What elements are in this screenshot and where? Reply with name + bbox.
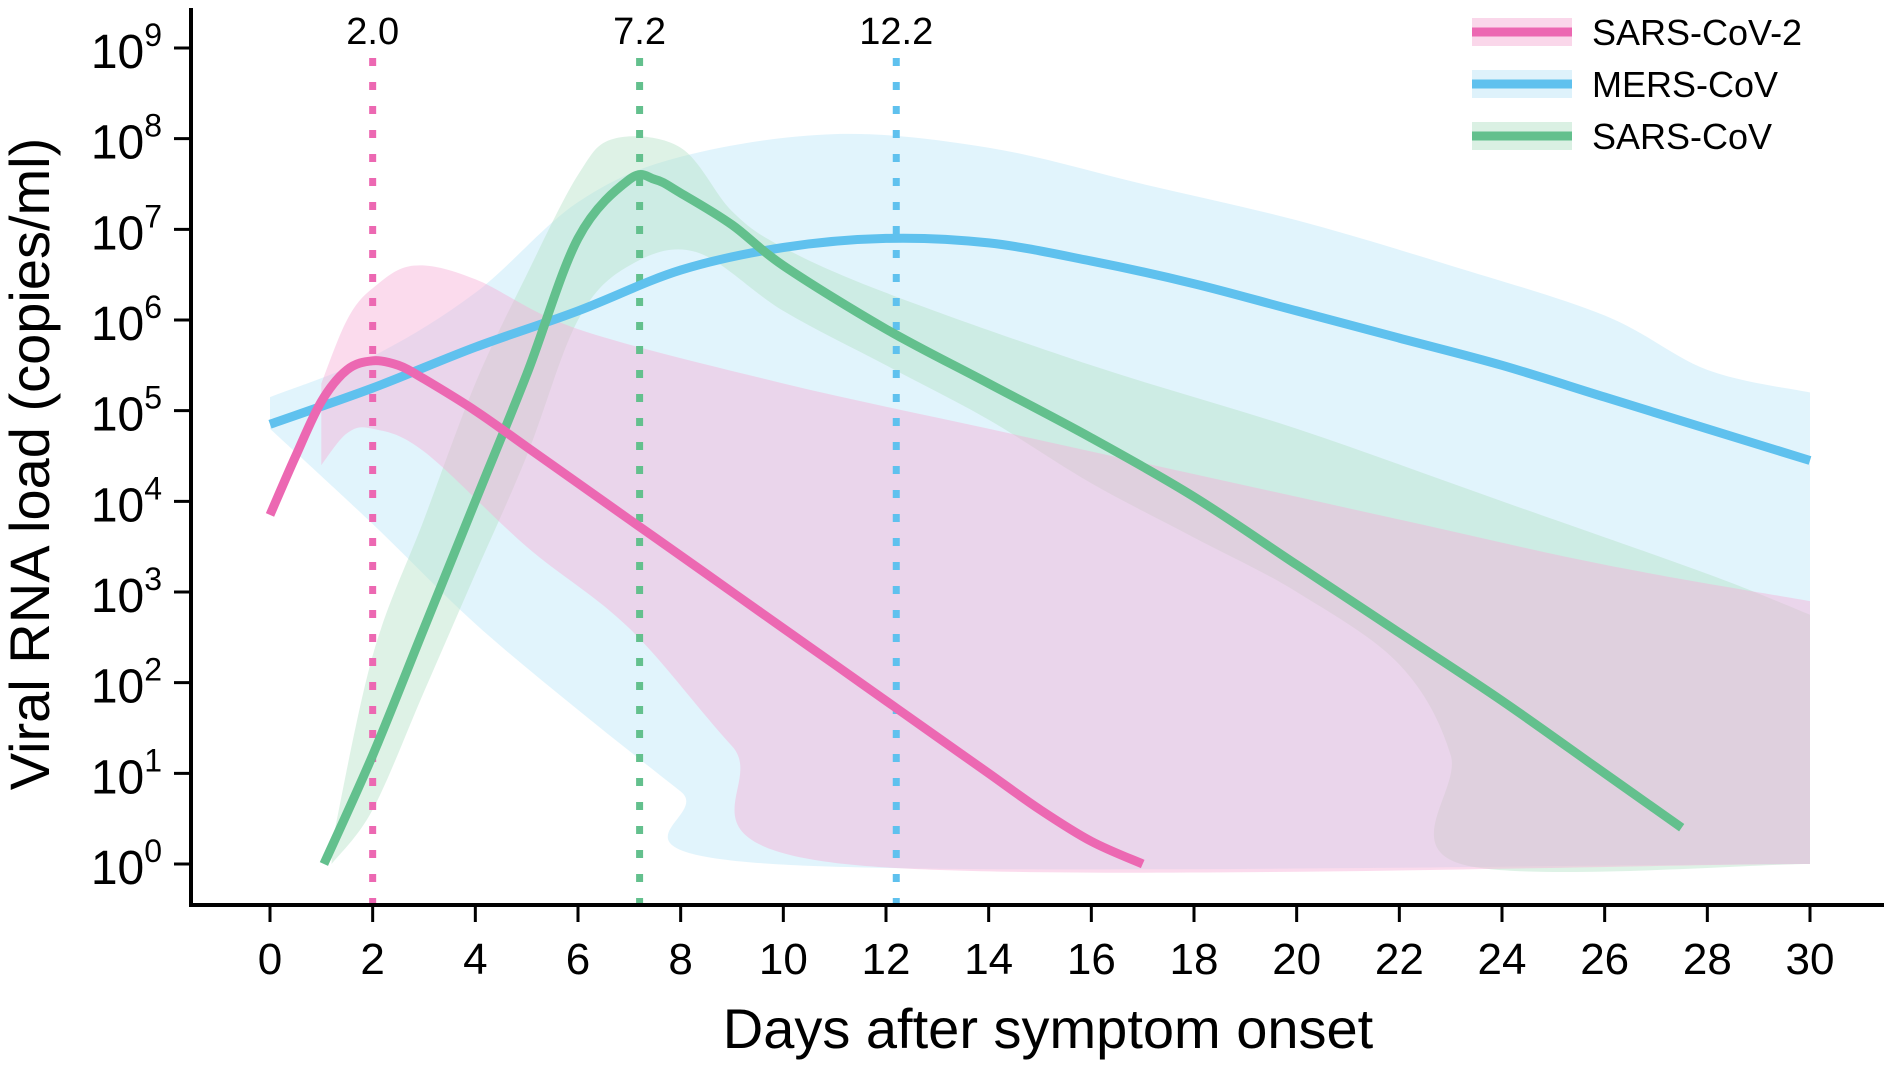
x-tick-label: 22 xyxy=(1375,935,1424,984)
x-tick-label: 8 xyxy=(668,935,692,984)
x-tick-label: 24 xyxy=(1478,935,1527,984)
x-tick-label: 28 xyxy=(1683,935,1732,984)
x-tick-label: 6 xyxy=(566,935,590,984)
line-sars-cov-2 xyxy=(265,356,1145,869)
y-tick-label: 108 xyxy=(91,108,162,170)
y-tick-label: 107 xyxy=(91,198,162,260)
legend-label-mers-cov: MERS-CoV xyxy=(1592,64,1778,105)
y-tick-label: 100 xyxy=(91,833,162,895)
series-lines xyxy=(265,170,1812,869)
line-mers-cov xyxy=(268,233,1812,465)
y-tick-label: 103 xyxy=(91,561,162,623)
y-tick-label: 104 xyxy=(91,470,162,532)
x-axis-title: Days after symptom onset xyxy=(723,997,1374,1060)
x-tick-label: 18 xyxy=(1170,935,1219,984)
axes: 0 2 4 6 8 10 12 14 16 18 20 22 24 26 28 301001011021031… xyxy=(91,8,1884,984)
peak-label-mers-cov: 12.2 xyxy=(859,11,933,53)
x-tick-label: 12 xyxy=(862,935,911,984)
peak-label-sars-cov: 7.2 xyxy=(613,11,666,53)
peak-day-lines: 2.0 12.2 7.2 xyxy=(346,11,933,905)
x-tick-label: 20 xyxy=(1272,935,1321,984)
x-tick-label: 4 xyxy=(463,935,487,984)
line-sars-cov xyxy=(319,170,1685,866)
legend-label-sars-cov: SARS-CoV xyxy=(1592,116,1772,157)
x-tick-label: 10 xyxy=(759,935,808,984)
y-tick-label: 109 xyxy=(91,17,162,79)
band-sars-cov-2 xyxy=(321,265,1810,873)
legend: SARS-CoV-2 MERS-CoV SARS-CoV xyxy=(1472,12,1802,157)
y-tick-label: 102 xyxy=(91,652,162,714)
x-tick-label: 2 xyxy=(360,935,384,984)
band-sars-cov xyxy=(331,136,1811,873)
y-tick-label: 106 xyxy=(91,289,162,351)
confidence-bands xyxy=(270,133,1811,873)
x-tick-label: 16 xyxy=(1067,935,1116,984)
peak-label-sars-cov-2: 2.0 xyxy=(346,11,399,53)
y-tick-label: 105 xyxy=(91,380,162,442)
y-tick-label: 101 xyxy=(91,742,162,804)
x-tick-label: 0 xyxy=(258,935,282,984)
x-tick-label: 14 xyxy=(964,935,1013,984)
x-tick-label: 30 xyxy=(1786,935,1835,984)
legend-label-sars-cov-2: SARS-CoV-2 xyxy=(1592,12,1802,53)
y-axis-title: Viral RNA load (copies/ml) xyxy=(0,138,61,791)
band-mers-cov xyxy=(270,133,1810,870)
x-tick-label: 26 xyxy=(1580,935,1629,984)
